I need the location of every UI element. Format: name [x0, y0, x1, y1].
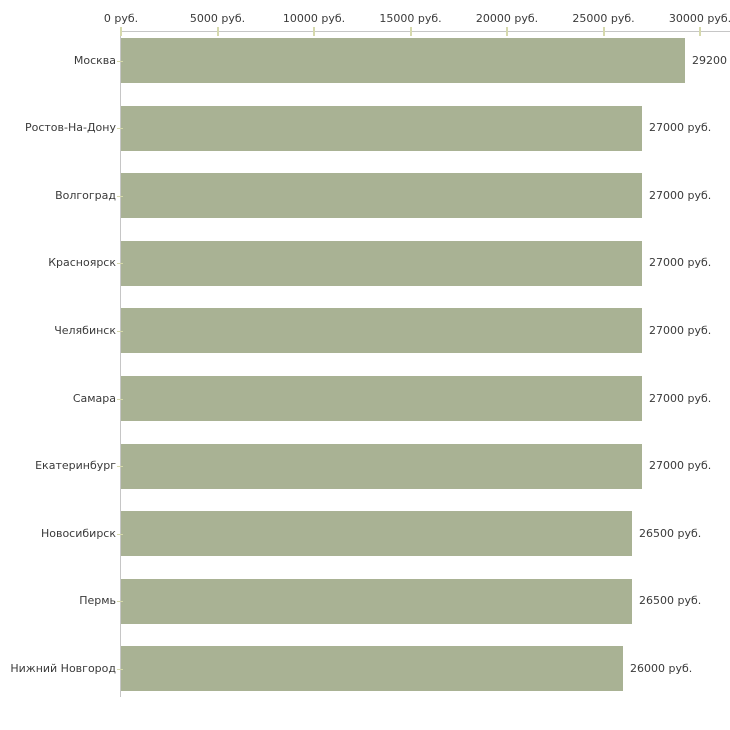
- category-label: Челябинск: [54, 324, 116, 337]
- bar-Ростов-На-Дону: [121, 105, 643, 151]
- y-axis-tick: [117, 669, 123, 670]
- x-axis-tick-label: 25000 руб.: [572, 12, 635, 25]
- x-axis-tick-label: 15000 руб.: [379, 12, 442, 25]
- value-label: 26500 руб.: [639, 594, 702, 607]
- y-axis-tick: [117, 534, 123, 535]
- bar-Красноярск: [121, 240, 643, 286]
- category-label: Красноярск: [48, 256, 116, 269]
- category-label: Волгоград: [55, 189, 116, 202]
- y-axis-tick: [117, 61, 123, 62]
- bar-Челябинск: [121, 308, 643, 354]
- x-axis-tick: [313, 27, 315, 36]
- category-label: Ростов-На-Дону: [24, 121, 116, 134]
- value-label: 26000 руб.: [630, 662, 693, 675]
- y-axis-tick: [117, 263, 123, 264]
- x-axis-tick: [506, 27, 508, 36]
- value-label: 29200 руб.: [692, 54, 730, 67]
- x-axis-tick: [216, 27, 219, 36]
- category-label: Нижний Новгород: [10, 662, 116, 675]
- x-axis-tick-label: 30000 руб.: [668, 12, 730, 25]
- category-label: Самара: [72, 392, 116, 405]
- x-axis-tick-label: 10000 руб.: [282, 12, 346, 25]
- value-label: 27000 руб.: [649, 256, 712, 269]
- bar-Москва: [121, 38, 685, 83]
- bar-Екатеринбург: [121, 443, 643, 489]
- y-axis-tick: [117, 466, 123, 467]
- bar-Волгоград: [121, 173, 643, 219]
- category-label: Москва: [73, 54, 116, 67]
- value-label: 26500 руб.: [639, 527, 702, 540]
- x-axis-tick-label: 5000 руб.: [189, 12, 246, 25]
- x-axis-tick: [120, 27, 122, 36]
- x-axis-tick: [602, 27, 605, 36]
- y-axis-tick: [117, 128, 123, 129]
- x-axis-tick-label: 20000 руб.: [475, 12, 539, 25]
- bar-Пермь: [121, 578, 633, 624]
- x-axis-line: [121, 31, 730, 32]
- bar-Самара: [121, 376, 643, 421]
- category-label: Новосибирск: [40, 527, 116, 540]
- bar-Новосибирск: [121, 511, 633, 557]
- y-axis-line: [120, 31, 121, 697]
- value-label: 27000 руб.: [649, 459, 712, 472]
- bar-Нижний Новгород: [121, 646, 623, 692]
- category-label: Пермь: [79, 594, 116, 607]
- value-label: 27000 руб.: [649, 121, 712, 134]
- category-label: Екатеринбург: [35, 459, 116, 472]
- y-axis-tick: [117, 399, 123, 400]
- x-axis-tick: [699, 27, 701, 36]
- y-axis-tick: [117, 601, 123, 602]
- value-label: 27000 руб.: [649, 324, 712, 337]
- x-axis-tick: [409, 27, 412, 36]
- value-label: 27000 руб.: [649, 392, 712, 405]
- x-axis-tick-label: 0 руб.: [103, 12, 139, 25]
- value-label: 27000 руб.: [649, 189, 712, 202]
- y-axis-tick: [117, 196, 123, 197]
- y-axis-tick: [117, 331, 123, 332]
